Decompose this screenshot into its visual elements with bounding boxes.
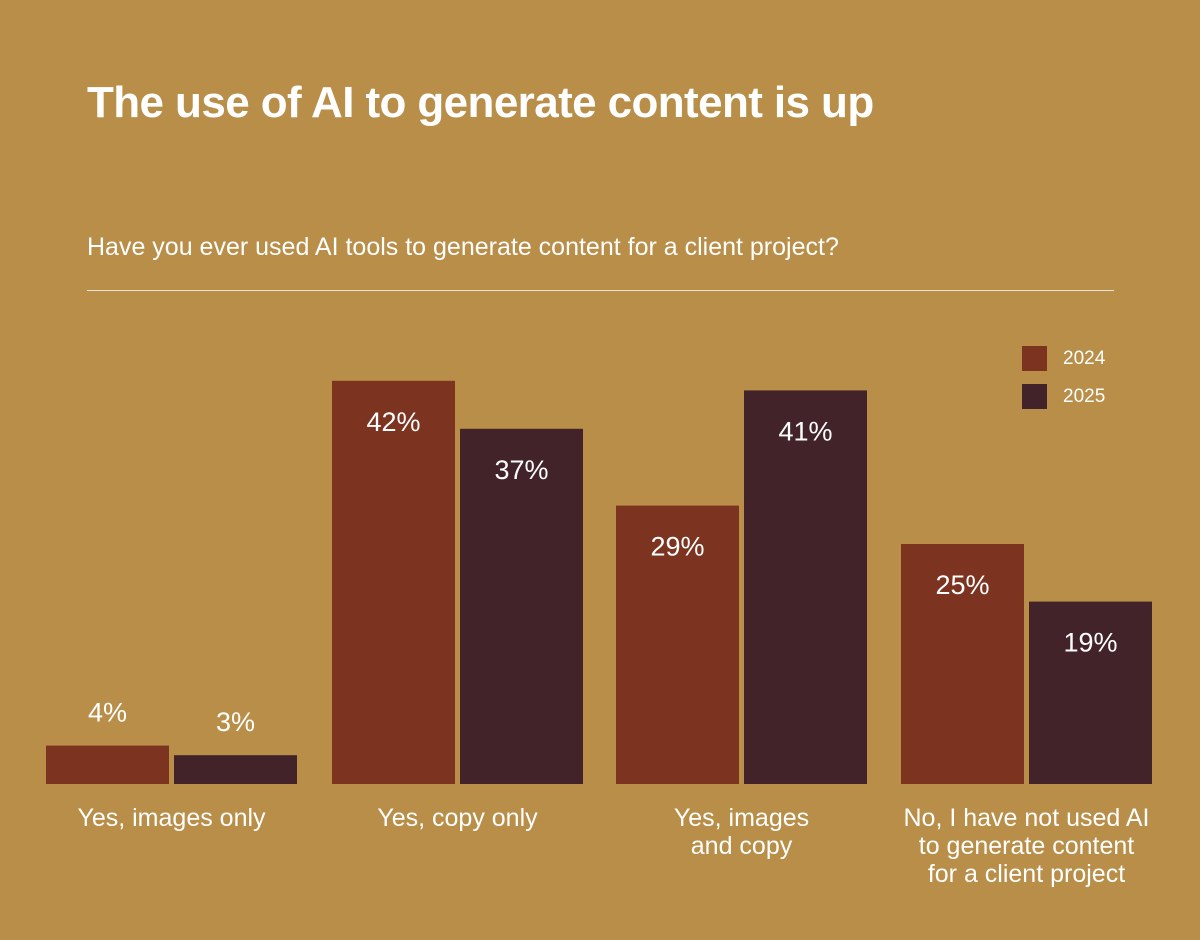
category-label-line: Yes, images <box>674 804 809 832</box>
bar-no-i-have-not-used-ai-to-generate-content-for-a-client-project-2024 <box>901 544 1024 784</box>
bar-yes-copy-only-2024 <box>332 380 455 784</box>
category-label-yes-images-and-copy: Yes, images and copy <box>674 804 809 860</box>
bar-yes-copy-only-2025 <box>460 428 583 784</box>
category-label-no-i-have-not-used-ai-to-generate-content-for-a-client-project: No, I have not used AI to generate conten… <box>904 804 1150 888</box>
legend-label-2024: 2024 <box>1063 348 1106 369</box>
data-label-yes-copy-only-2025: 37% <box>494 455 548 485</box>
chart-title: The use of AI to generate content is up <box>87 78 874 127</box>
category-label-line: to generate content <box>919 832 1134 860</box>
legend-item-2025: 2025 <box>1022 384 1132 409</box>
data-label-yes-images-only-2024: 4% <box>88 698 127 728</box>
data-label-yes-copy-only-2024: 42% <box>366 407 420 437</box>
legend: 2024 2025 <box>1022 346 1132 422</box>
data-label-yes-images-and-copy-2024: 29% <box>650 532 704 562</box>
bar-no-i-have-not-used-ai-to-generate-content-for-a-client-project-2025 <box>1029 601 1152 784</box>
bar-yes-images-only-2024 <box>46 745 169 784</box>
category-label-yes-copy-only: Yes, copy only <box>377 804 538 832</box>
legend-swatch-2024 <box>1022 346 1047 371</box>
category-label-line: No, I have not used AI <box>904 804 1150 832</box>
data-label-yes-images-and-copy-2025: 41% <box>778 416 832 446</box>
data-label-no-i-have-not-used-ai-to-generate-content-for-a-client-project-2025: 19% <box>1063 628 1117 658</box>
category-label-line: and copy <box>691 832 793 860</box>
category-label-line: Yes, copy only <box>377 804 538 832</box>
survey-question: Have you ever used AI tools to generate … <box>87 233 839 261</box>
data-label-no-i-have-not-used-ai-to-generate-content-for-a-client-project-2024: 25% <box>935 570 989 600</box>
category-label-line: for a client project <box>928 860 1125 888</box>
data-label-yes-images-only-2025: 3% <box>216 707 255 737</box>
bar-yes-images-and-copy-2025 <box>744 390 867 784</box>
legend-swatch-2025 <box>1022 384 1047 409</box>
bar-yes-images-only-2025 <box>174 755 297 784</box>
category-label-yes-images-only: Yes, images only <box>77 804 266 832</box>
category-label-line: Yes, images only <box>77 804 266 832</box>
legend-item-2024: 2024 <box>1022 346 1132 371</box>
legend-label-2025: 2025 <box>1063 386 1106 407</box>
divider-line <box>87 290 1114 291</box>
bar-yes-images-and-copy-2024 <box>616 505 739 784</box>
